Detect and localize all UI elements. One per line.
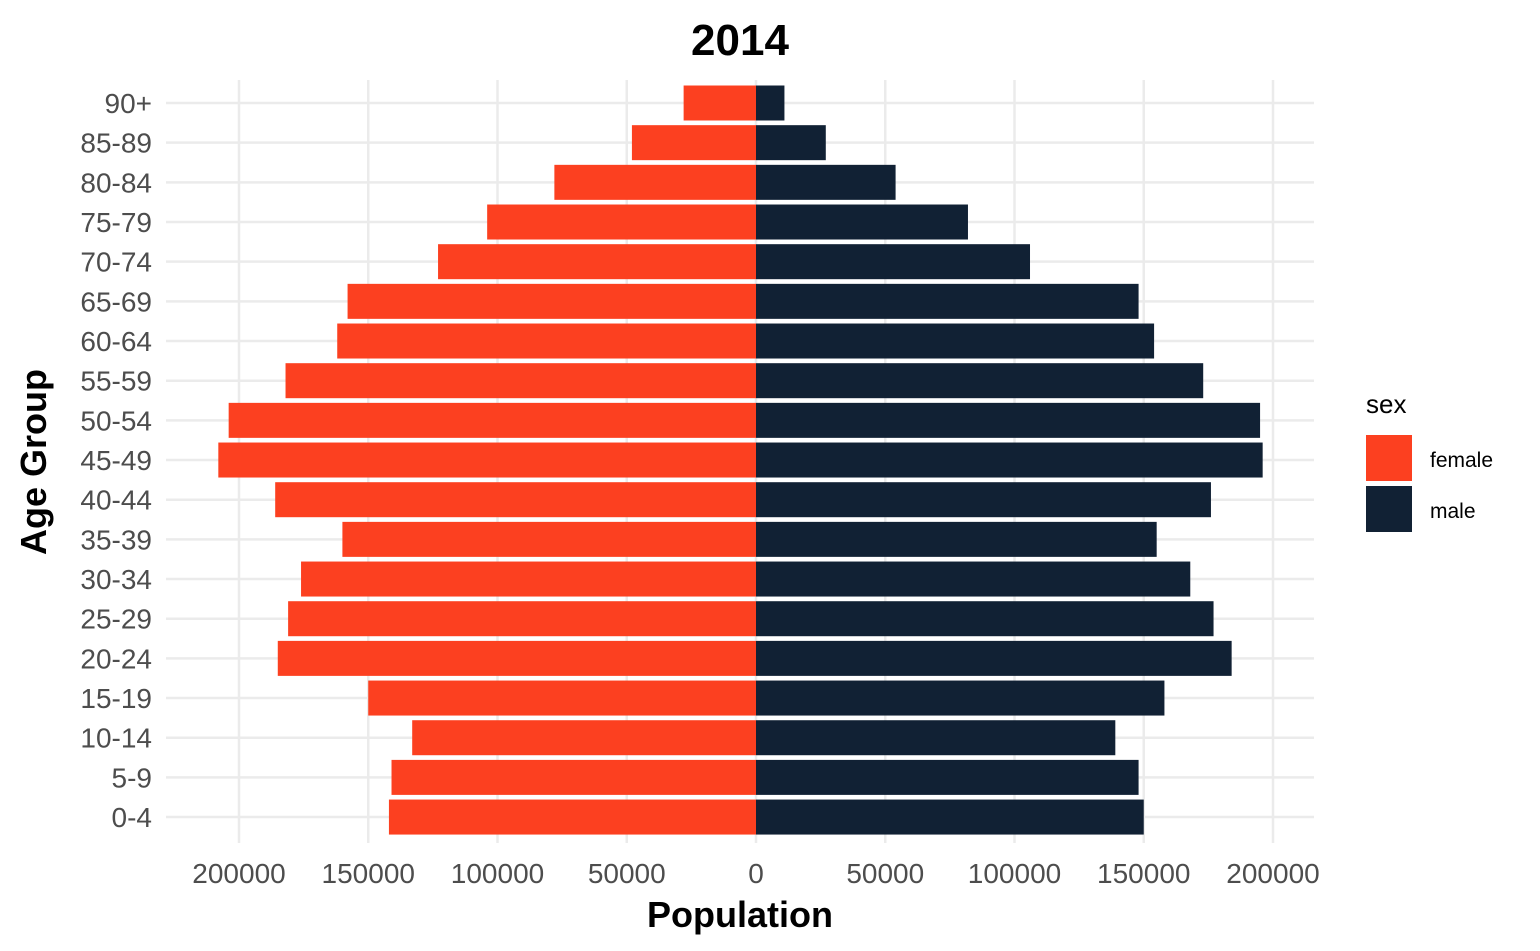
bar-female-45-49 <box>218 442 756 478</box>
y-tick-label: 10-14 <box>80 723 152 754</box>
x-tick-label: 100000 <box>968 858 1061 889</box>
x-tick-label: 150000 <box>322 858 415 889</box>
x-tick-label: 150000 <box>1097 858 1190 889</box>
y-tick-label: 65-69 <box>80 286 152 317</box>
bar-female-5-9 <box>391 759 756 795</box>
bar-male-0-4 <box>756 799 1144 835</box>
y-tick-label: 55-59 <box>80 366 152 397</box>
bar-male-90+ <box>756 85 785 121</box>
bar-male-50-54 <box>756 402 1261 438</box>
bar-female-80-84 <box>554 164 756 200</box>
y-tick-label: 90+ <box>105 88 153 119</box>
bar-female-15-19 <box>368 680 756 716</box>
x-tick-label: 50000 <box>588 858 666 889</box>
y-tick-label: 40-44 <box>80 485 152 516</box>
bar-female-20-24 <box>277 640 756 676</box>
y-tick-label: 70-74 <box>80 247 152 278</box>
bar-male-70-74 <box>756 244 1031 280</box>
bar-male-75-79 <box>756 204 968 240</box>
bar-female-30-34 <box>301 561 756 597</box>
y-tick-label: 45-49 <box>80 445 152 476</box>
x-tick-label: 50000 <box>846 858 924 889</box>
y-tick-label: 80-84 <box>80 167 152 198</box>
bar-male-60-64 <box>756 323 1155 359</box>
bar-female-25-29 <box>288 601 756 637</box>
y-axis-title: Age Group <box>13 369 54 555</box>
bar-male-10-14 <box>756 720 1116 756</box>
bar-male-45-49 <box>756 442 1263 478</box>
y-tick-label: 85-89 <box>80 128 152 159</box>
bar-female-50-54 <box>228 402 756 438</box>
bar-male-65-69 <box>756 283 1139 319</box>
bar-female-10-14 <box>412 720 756 756</box>
y-tick-label: 30-34 <box>80 564 152 595</box>
y-tick-label: 15-19 <box>80 683 152 714</box>
bar-male-20-24 <box>756 640 1232 676</box>
bar-female-65-69 <box>347 283 756 319</box>
bar-female-60-64 <box>337 323 756 359</box>
bars <box>218 85 1263 835</box>
y-tick-label: 75-79 <box>80 207 152 238</box>
bar-male-40-44 <box>756 482 1211 518</box>
bar-female-40-44 <box>275 482 756 518</box>
bar-male-15-19 <box>756 680 1165 716</box>
y-tick-label: 5-9 <box>112 762 152 793</box>
bar-male-35-39 <box>756 521 1157 557</box>
x-tick-labels: 200000 150000 100000 50000 0 50000 100000 15000… <box>192 858 1319 889</box>
bar-female-55-59 <box>285 363 756 399</box>
legend-swatch-female <box>1366 435 1412 481</box>
bar-male-25-29 <box>756 601 1214 637</box>
y-tick-labels: 0-4 5-9 10-14 15-19 20-24 25-29 30-34 35-39 40-4… <box>80 88 152 833</box>
bar-male-85-89 <box>756 125 826 161</box>
bar-female-90+ <box>683 85 756 121</box>
y-tick-label: 25-29 <box>80 604 152 635</box>
y-tick-label: 20-24 <box>80 643 152 674</box>
x-tick-label: 200000 <box>1226 858 1319 889</box>
y-tick-label: 0-4 <box>112 802 152 833</box>
y-tick-label: 60-64 <box>80 326 152 357</box>
x-axis-title: Population <box>647 894 833 935</box>
y-tick-label: 50-54 <box>80 405 152 436</box>
chart-title: 2014 <box>691 16 789 65</box>
bar-female-0-4 <box>388 799 756 835</box>
legend: sex female male <box>1366 389 1493 532</box>
bar-male-55-59 <box>756 363 1204 399</box>
bar-male-80-84 <box>756 164 896 200</box>
bar-male-30-34 <box>756 561 1191 597</box>
legend-label-male: male <box>1430 500 1476 523</box>
y-tick-label: 35-39 <box>80 524 152 555</box>
x-tick-label: 200000 <box>192 858 285 889</box>
legend-title: sex <box>1366 389 1406 419</box>
bar-male-5-9 <box>756 759 1139 795</box>
x-tick-label: 0 <box>748 858 764 889</box>
x-tick-label: 100000 <box>451 858 544 889</box>
bar-female-75-79 <box>487 204 756 240</box>
bar-female-85-89 <box>631 125 756 161</box>
bar-female-35-39 <box>342 521 756 557</box>
bar-female-70-74 <box>438 244 756 280</box>
legend-label-female: female <box>1430 449 1493 472</box>
legend-swatch-male <box>1366 486 1412 532</box>
